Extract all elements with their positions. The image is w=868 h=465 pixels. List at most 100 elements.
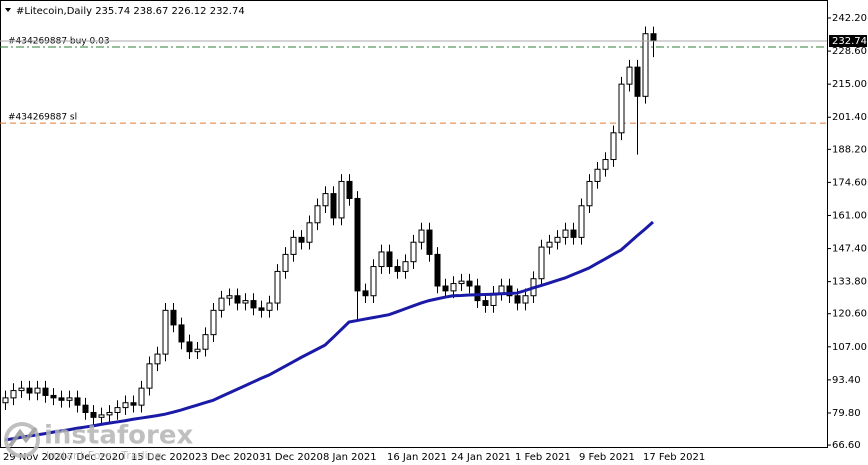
- menu-arrow: [5, 8, 11, 12]
- candle-body: [610, 132, 617, 161]
- y-tick-label: 188.20: [832, 144, 867, 155]
- y-tick-label: 161.00: [832, 210, 867, 221]
- y-tick-label: 215.00: [832, 79, 867, 90]
- candle-body: [322, 193, 329, 207]
- moving-average: [4, 220, 654, 442]
- y-tick-label: 107.00: [832, 342, 867, 353]
- candle-body: [442, 285, 449, 292]
- x-tick-label: 23 Dec 2020: [195, 452, 259, 463]
- candle-body: [314, 205, 321, 224]
- candle-body: [402, 261, 409, 272]
- candle-body: [210, 309, 217, 336]
- candle-body: [522, 295, 529, 304]
- candle-body: [202, 334, 209, 350]
- y-tick-label: 242.20: [832, 13, 867, 24]
- level-label: #434269887 sl: [8, 113, 77, 123]
- candle-body: [114, 407, 121, 413]
- watermark-tagline: Instant Forex Trading: [46, 449, 162, 462]
- candle-body: [434, 253, 441, 287]
- candle-body: [74, 397, 81, 406]
- candle-body: [66, 397, 73, 401]
- candle-body: [514, 295, 521, 304]
- candle-body: [498, 285, 505, 294]
- y-tick-label: 120.60: [832, 309, 867, 320]
- candle-body: [170, 309, 177, 326]
- candle-body: [226, 295, 233, 299]
- x-tick-label: 8 Jan 2021: [323, 452, 377, 463]
- candle-body: [26, 387, 33, 394]
- candle-body: [34, 387, 41, 394]
- candle-body: [450, 283, 457, 292]
- x-tick-label: 1 Feb 2021: [515, 452, 571, 463]
- y-tick-label: 201.40: [832, 112, 867, 123]
- candle-body: [154, 353, 161, 365]
- y-tick-label: 228.60: [832, 46, 867, 57]
- candle-body: [410, 241, 417, 263]
- candle-body: [18, 387, 25, 392]
- candle-body: [274, 270, 281, 304]
- candle-body: [330, 193, 337, 219]
- watermark-name: instaforex: [44, 421, 194, 451]
- candle-body: [546, 241, 553, 248]
- candle-body: [554, 236, 561, 243]
- candle-body: [586, 180, 593, 207]
- candle-body: [2, 397, 9, 404]
- candle-body: [482, 300, 489, 306]
- y-tick-label: 174.60: [832, 177, 867, 188]
- candle-body: [538, 246, 545, 280]
- candle-body: [50, 394, 57, 399]
- x-tick-label: 29 Nov 2020: [3, 452, 67, 463]
- candle-body: [290, 236, 297, 255]
- watermark-logo: [8, 426, 38, 448]
- x-tick-label: 17 Feb 2021: [643, 452, 705, 463]
- watermark-logo: [4, 422, 40, 458]
- candle-body: [90, 411, 97, 418]
- candle-body: [562, 229, 569, 238]
- candle-body: [386, 251, 393, 268]
- candle-body: [130, 402, 137, 406]
- candle-body: [10, 390, 17, 399]
- candle-body: [394, 266, 401, 272]
- candle-body: [506, 285, 513, 297]
- x-tick-label: 15 Dec 2020: [131, 452, 195, 463]
- candle-body: [602, 159, 609, 170]
- candle-body: [378, 251, 385, 268]
- candle-body: [58, 397, 65, 401]
- candle-body: [82, 404, 89, 413]
- candle-body: [466, 280, 473, 287]
- candle-body: [346, 180, 353, 199]
- candle-body: [186, 341, 193, 353]
- y-tick-label: 133.80: [832, 277, 867, 288]
- candle-body: [106, 411, 113, 416]
- y-tick-label: 93.40: [832, 375, 861, 386]
- candle-body: [146, 363, 153, 389]
- candle-body: [162, 309, 169, 355]
- candle-body: [42, 387, 49, 396]
- candle-body: [178, 324, 185, 343]
- y-tick-label: 79.80: [832, 408, 861, 419]
- candle-body: [426, 229, 433, 255]
- price-label: 232.74: [832, 36, 867, 47]
- candle-body: [282, 253, 289, 272]
- candle-body: [362, 290, 369, 297]
- candle-body: [642, 33, 649, 97]
- y-tick-label: 147.40: [832, 244, 867, 255]
- y-tick-label: 66.60: [832, 440, 861, 451]
- candle-body: [194, 348, 201, 353]
- candle-body: [250, 300, 257, 309]
- candle-body: [234, 295, 241, 304]
- candle-body: [370, 266, 377, 297]
- x-tick-label: 7 Dec 2020: [67, 452, 125, 463]
- plot-frame: [0, 0, 828, 448]
- candle-body: [626, 66, 633, 85]
- x-tick-label: 31 Dec 2020: [259, 452, 323, 463]
- candle-body: [578, 205, 585, 238]
- candle-body: [242, 300, 249, 304]
- price-box: [829, 35, 867, 48]
- candle-body: [266, 302, 273, 311]
- x-tick-label: 24 Jan 2021: [451, 452, 511, 463]
- x-tick-label: 9 Feb 2021: [579, 452, 635, 463]
